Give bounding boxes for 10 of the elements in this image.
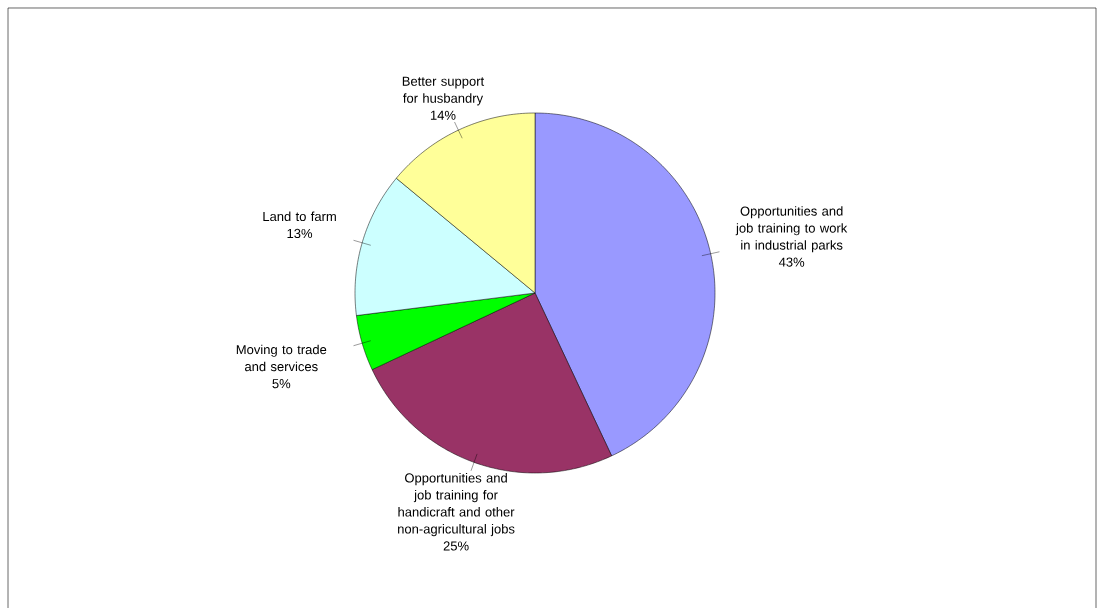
- slice-label: Moving to trade and services: [236, 344, 327, 372]
- data-label: 43%: [778, 257, 805, 267]
- slice-label: Opportunities and job training for handicraft and other non-agricultural jobs: [398, 472, 515, 536]
- slice-label: Opportunities and job training to work in industrial parks: [735, 206, 848, 253]
- data-label: 14%: [430, 110, 456, 120]
- data-label: 13%: [287, 228, 313, 238]
- data-label: 25%: [443, 541, 469, 551]
- slice-label: Land to farm: [263, 211, 336, 221]
- data-label: 5%: [272, 378, 291, 389]
- slice-label: Better support for husbandry: [402, 76, 485, 106]
